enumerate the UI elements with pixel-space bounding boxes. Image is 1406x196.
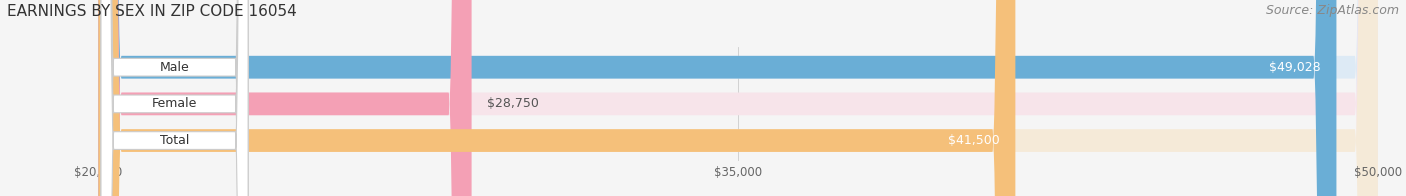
FancyBboxPatch shape [101,0,247,196]
FancyBboxPatch shape [98,0,1015,196]
Text: $49,028: $49,028 [1270,61,1322,74]
Text: Female: Female [152,97,197,110]
Text: Male: Male [160,61,190,74]
FancyBboxPatch shape [98,0,1337,196]
FancyBboxPatch shape [98,0,471,196]
Text: $41,500: $41,500 [948,134,1000,147]
FancyBboxPatch shape [101,0,247,196]
FancyBboxPatch shape [101,0,247,196]
Text: Source: ZipAtlas.com: Source: ZipAtlas.com [1265,4,1399,17]
FancyBboxPatch shape [98,0,1378,196]
Text: EARNINGS BY SEX IN ZIP CODE 16054: EARNINGS BY SEX IN ZIP CODE 16054 [7,4,297,19]
FancyBboxPatch shape [98,0,1378,196]
FancyBboxPatch shape [98,0,1378,196]
Text: $28,750: $28,750 [486,97,538,110]
Text: Total: Total [160,134,190,147]
